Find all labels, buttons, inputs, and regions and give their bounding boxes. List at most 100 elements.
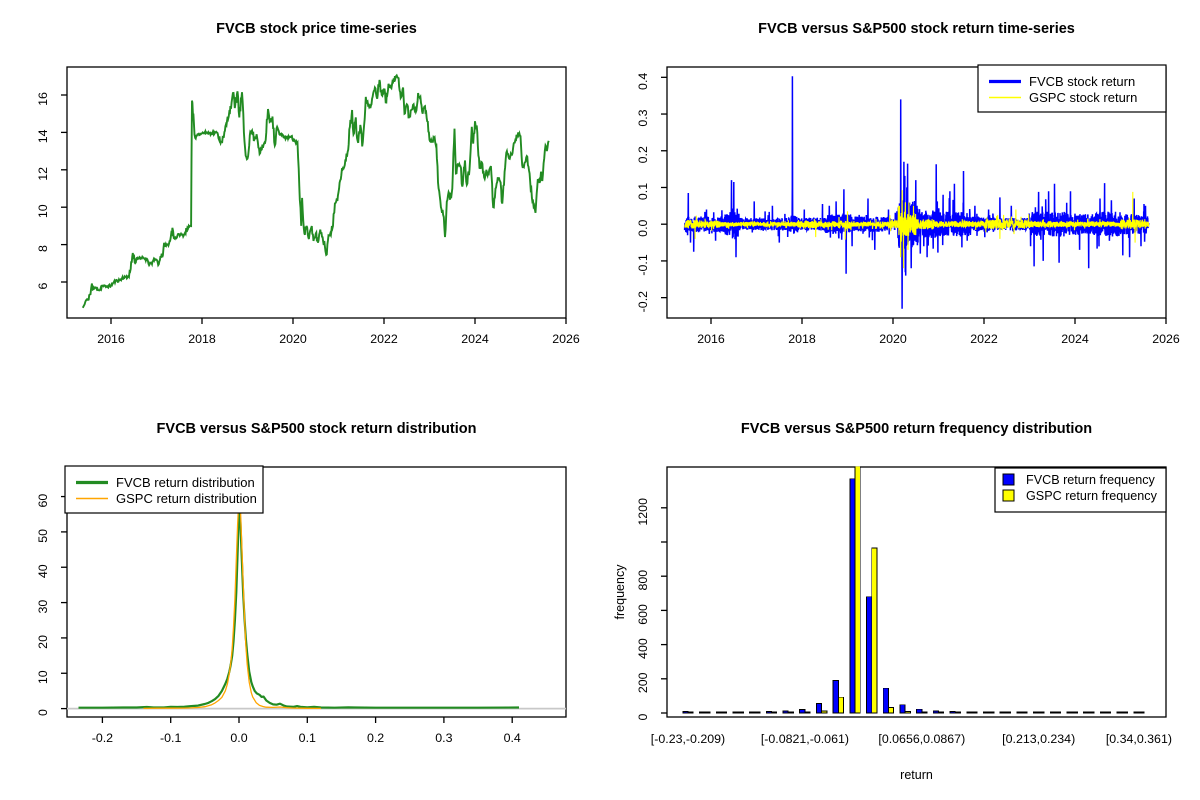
y-tick-label: 0 <box>636 713 650 720</box>
legend-label-gspc: GSPC return frequency <box>1026 489 1158 503</box>
x-tick-label: 2026 <box>1152 332 1180 346</box>
y-tick-label: 12 <box>36 167 50 181</box>
returns-chart-panel: FVCB versus S&P500 stock return time-ser… <box>600 0 1200 400</box>
bin-label: [0.34,0.361) <box>1106 732 1172 746</box>
fvcb-bar <box>1049 711 1056 714</box>
gspc-bar <box>904 711 911 714</box>
y-tick-label: 400 <box>636 638 650 659</box>
y-tick-label: -0.1 <box>636 254 650 275</box>
fvcb-bar <box>966 711 973 714</box>
price-series-line <box>81 73 550 309</box>
x-tick-label: -0.2 <box>92 731 113 745</box>
gspc-bar <box>754 711 761 714</box>
legend-label-gspc: GSPC return distribution <box>116 491 257 506</box>
fvcb-bar <box>999 711 1006 714</box>
fvcb-bar <box>1099 711 1106 714</box>
x-tick-label: 2022 <box>370 332 398 346</box>
y-tick-label: 0.0 <box>636 219 650 236</box>
density-chart-title: FVCB versus S&P500 stock return distribu… <box>156 421 477 437</box>
gspc-bar <box>921 711 928 714</box>
gspc-bar <box>687 711 694 714</box>
gspc-bar <box>1138 711 1145 714</box>
gspc-bar <box>1088 711 1095 714</box>
y-tick-label: 20 <box>36 635 50 649</box>
gspc-bar <box>821 710 828 714</box>
frequency-x-axis-label: return <box>900 768 933 782</box>
x-tick-label: 2016 <box>697 332 725 346</box>
y-tick-label: 16 <box>36 92 50 106</box>
fvcb-bar <box>1083 711 1090 714</box>
fvcb-bar <box>1016 711 1023 714</box>
fvcb-bar <box>949 711 956 714</box>
legend-box <box>994 467 1167 513</box>
fvcb-bar <box>732 711 739 714</box>
gspc-bar <box>837 696 844 714</box>
gspc-bar <box>1004 711 1011 714</box>
gspc-bar <box>1054 711 1062 714</box>
fvcb-bar <box>1066 711 1073 714</box>
plot-border <box>666 466 1167 718</box>
x-tick-label: 2018 <box>188 332 216 346</box>
gspc-bar <box>804 711 811 714</box>
plot-border <box>666 66 1167 319</box>
x-tick-label: 2026 <box>552 332 580 346</box>
gspc-bar <box>720 711 728 714</box>
y-tick-label: 0.4 <box>636 73 650 90</box>
gspc-bar <box>854 466 861 714</box>
y-tick-label: 800 <box>636 570 650 591</box>
fvcb-bar <box>682 711 689 714</box>
x-tick-label: 2022 <box>970 332 998 346</box>
legend-box <box>977 64 1167 113</box>
fvcb-bar <box>765 711 772 714</box>
fvcb-bar <box>982 711 990 714</box>
fvcb-bar <box>1133 711 1140 714</box>
bin-label: [0.0656,0.0867) <box>878 732 965 746</box>
frequency-chart: 0 200 400 600 800 1200 [-0.23,-0.209) [-0.0821,… <box>636 466 1172 746</box>
y-tick-label: 6 <box>36 282 50 289</box>
gspc-bar <box>954 711 961 714</box>
x-tick-label: 0.0 <box>230 731 247 745</box>
gspc-bar <box>737 711 744 714</box>
bars-group <box>682 466 1145 714</box>
fvcb-bar <box>832 680 839 714</box>
x-tick-label: 2018 <box>788 332 816 346</box>
price-chart-panel: FVCB stock price time-series 2016 2018 202… <box>0 0 600 400</box>
y-tick-label: 600 <box>636 604 650 625</box>
gspc-bar <box>704 711 711 714</box>
fvcb-bar <box>699 711 706 714</box>
price-chart-title: FVCB stock price time-series <box>216 21 417 37</box>
fvcb-bar <box>849 478 856 714</box>
x-tick-label: 2024 <box>1061 332 1089 346</box>
x-tick-label: 0.2 <box>367 731 384 745</box>
legend-box <box>64 465 264 514</box>
x-tick-label: 0.3 <box>435 731 452 745</box>
x-tick-label: 2016 <box>97 332 125 346</box>
legend-label-gspc: GSPC stock return <box>1029 90 1137 105</box>
gspc-bar <box>1071 711 1078 714</box>
y-tick-label: 1200 <box>636 498 650 526</box>
returns-chart: 2016 2018 2020 2022 2024 2026 -0.2 -0.1 0.0 0.1 0.… <box>636 64 1180 346</box>
gspc-return-series-line <box>684 190 1150 269</box>
legend-swatch-gspc <box>1002 489 1015 502</box>
gspc-bar <box>887 706 895 714</box>
gspc-bar <box>1038 711 1045 714</box>
x-tick-label: 2020 <box>879 332 907 346</box>
bin-label: [-0.0821,-0.061) <box>761 732 849 746</box>
fvcb-bar <box>916 708 923 714</box>
x-tick-label: 2020 <box>279 332 307 346</box>
gspc-bar <box>988 711 995 714</box>
y-tick-label: 40 <box>36 564 50 578</box>
fvcb-bar <box>799 709 806 714</box>
fvcb-bar <box>1033 711 1040 714</box>
gspc-bar <box>1105 711 1112 714</box>
x-tick-label: -0.1 <box>160 731 181 745</box>
x-tick-label: 2024 <box>461 332 489 346</box>
gspc-bar <box>787 711 794 714</box>
fvcb-bar <box>749 711 756 714</box>
fvcb-bar <box>882 687 889 714</box>
density-chart-panel: FVCB versus S&P500 stock return distribu… <box>0 400 600 800</box>
returns-chart-title: FVCB versus S&P500 stock return time-ser… <box>758 21 1075 37</box>
x-tick-label: 0.1 <box>299 731 316 745</box>
gspc-bar <box>938 711 945 714</box>
